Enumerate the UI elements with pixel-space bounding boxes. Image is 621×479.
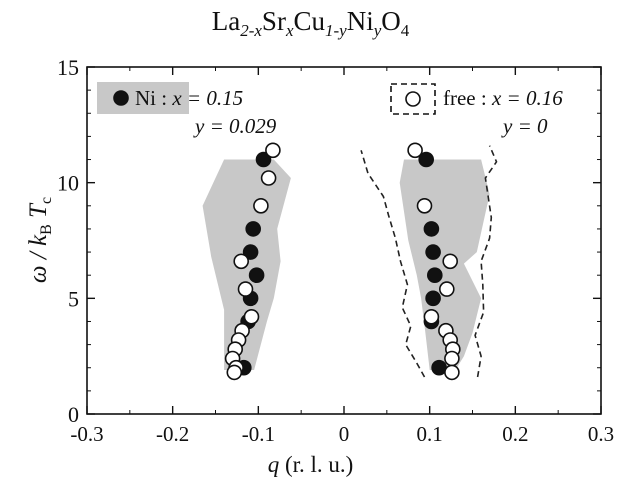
y-label-omega: ω / k bbox=[25, 234, 52, 284]
legend-free-marker bbox=[405, 91, 421, 107]
y-tick-label: 0 bbox=[68, 402, 79, 427]
x-tick-label: 0.2 bbox=[502, 422, 528, 446]
x-tick-label: 0 bbox=[339, 422, 350, 446]
free-data-point bbox=[442, 253, 459, 270]
legend-free-x: x = 0.16 bbox=[491, 86, 563, 110]
dashed-lines bbox=[360, 145, 498, 378]
free-data-point bbox=[416, 198, 433, 214]
title-sub: 4 bbox=[400, 21, 410, 40]
x-tick-label: -0.1 bbox=[242, 422, 275, 446]
x-tick-label: -0.2 bbox=[156, 422, 189, 446]
title-part: Cu bbox=[293, 6, 325, 36]
free-data-point bbox=[260, 170, 277, 186]
free-data-point bbox=[423, 308, 440, 325]
ni-data-point bbox=[426, 267, 443, 284]
ni-data-point bbox=[431, 359, 447, 376]
free-data-point bbox=[237, 281, 254, 297]
x-tick-label: 0.1 bbox=[417, 422, 443, 446]
ni-data-point bbox=[248, 267, 265, 284]
legend-free-y: y = 0 bbox=[503, 114, 548, 139]
y-tick-label: 15 bbox=[57, 55, 79, 80]
title-part: Sr bbox=[261, 6, 286, 36]
free-data-point bbox=[444, 350, 460, 367]
x-label-q: q bbox=[267, 452, 280, 477]
ni-data-point bbox=[242, 244, 259, 260]
legend-free-y-text: y = 0 bbox=[503, 114, 548, 138]
title-sub: 1-y bbox=[325, 21, 347, 40]
ni-data-point bbox=[255, 151, 272, 168]
legend-markers bbox=[97, 82, 436, 115]
legend-ni-marker bbox=[113, 90, 129, 106]
title-sub: x bbox=[285, 21, 294, 40]
y-label-sub-b: B bbox=[38, 224, 55, 235]
y-label-t: T bbox=[25, 204, 52, 218]
ni-data-point bbox=[425, 290, 441, 307]
ni-data-point bbox=[418, 151, 435, 168]
free-data-point bbox=[444, 364, 460, 381]
ni-data-point bbox=[423, 221, 440, 237]
dashed-line-right-inner bbox=[360, 150, 426, 378]
title-part: Ni bbox=[346, 6, 374, 36]
x-tick-label: -0.3 bbox=[70, 422, 103, 446]
axes: -0.3 -0.2 -0.1 0 0.1 0.2 0.3 0 5 10 15 bbox=[57, 55, 614, 446]
legend-ni-y-text: y = 0.029 bbox=[195, 114, 277, 138]
title-part: La bbox=[211, 6, 241, 36]
free-data-point bbox=[253, 198, 269, 214]
legend-free-label: free : x = 0.16 bbox=[443, 86, 563, 111]
free-data-point bbox=[265, 142, 281, 159]
free-data-point bbox=[438, 281, 455, 297]
y-tick-label: 10 bbox=[57, 171, 79, 196]
legend-free-text: free : bbox=[443, 86, 487, 110]
title-sub: 2-x bbox=[240, 21, 262, 40]
legend-free-box bbox=[390, 83, 436, 115]
data-points bbox=[224, 142, 461, 381]
legend-ni-x: x = 0.15 bbox=[172, 86, 244, 110]
legend-ni-text: Ni : bbox=[135, 86, 168, 110]
ni-data-point bbox=[245, 221, 261, 237]
ni-data-point bbox=[425, 244, 441, 260]
title-part: O bbox=[381, 6, 401, 36]
dashed-line-right-outer bbox=[474, 145, 498, 378]
legend-ni-y: y = 0.029 bbox=[195, 114, 276, 139]
free-data-point bbox=[407, 142, 423, 159]
y-tick-label: 5 bbox=[68, 286, 79, 311]
x-tick-label: 0.3 bbox=[588, 422, 614, 446]
x-axis-label: q (r. l. u.) bbox=[0, 452, 621, 478]
title-sub: y bbox=[373, 21, 382, 40]
x-label-unit: (r. l. u.) bbox=[279, 452, 354, 477]
y-label-sub-c: c bbox=[38, 196, 55, 205]
free-data-point bbox=[243, 308, 260, 325]
chart-title: La2-xSrxCu1-yNiyO4 bbox=[0, 6, 621, 40]
free-data-point bbox=[226, 364, 243, 381]
y-axis-label: ω / kB Tc bbox=[25, 185, 55, 295]
free-data-point bbox=[233, 253, 249, 270]
legend-ni-shade bbox=[97, 82, 189, 114]
legend-ni-label: Ni : x = 0.15 bbox=[135, 86, 243, 111]
